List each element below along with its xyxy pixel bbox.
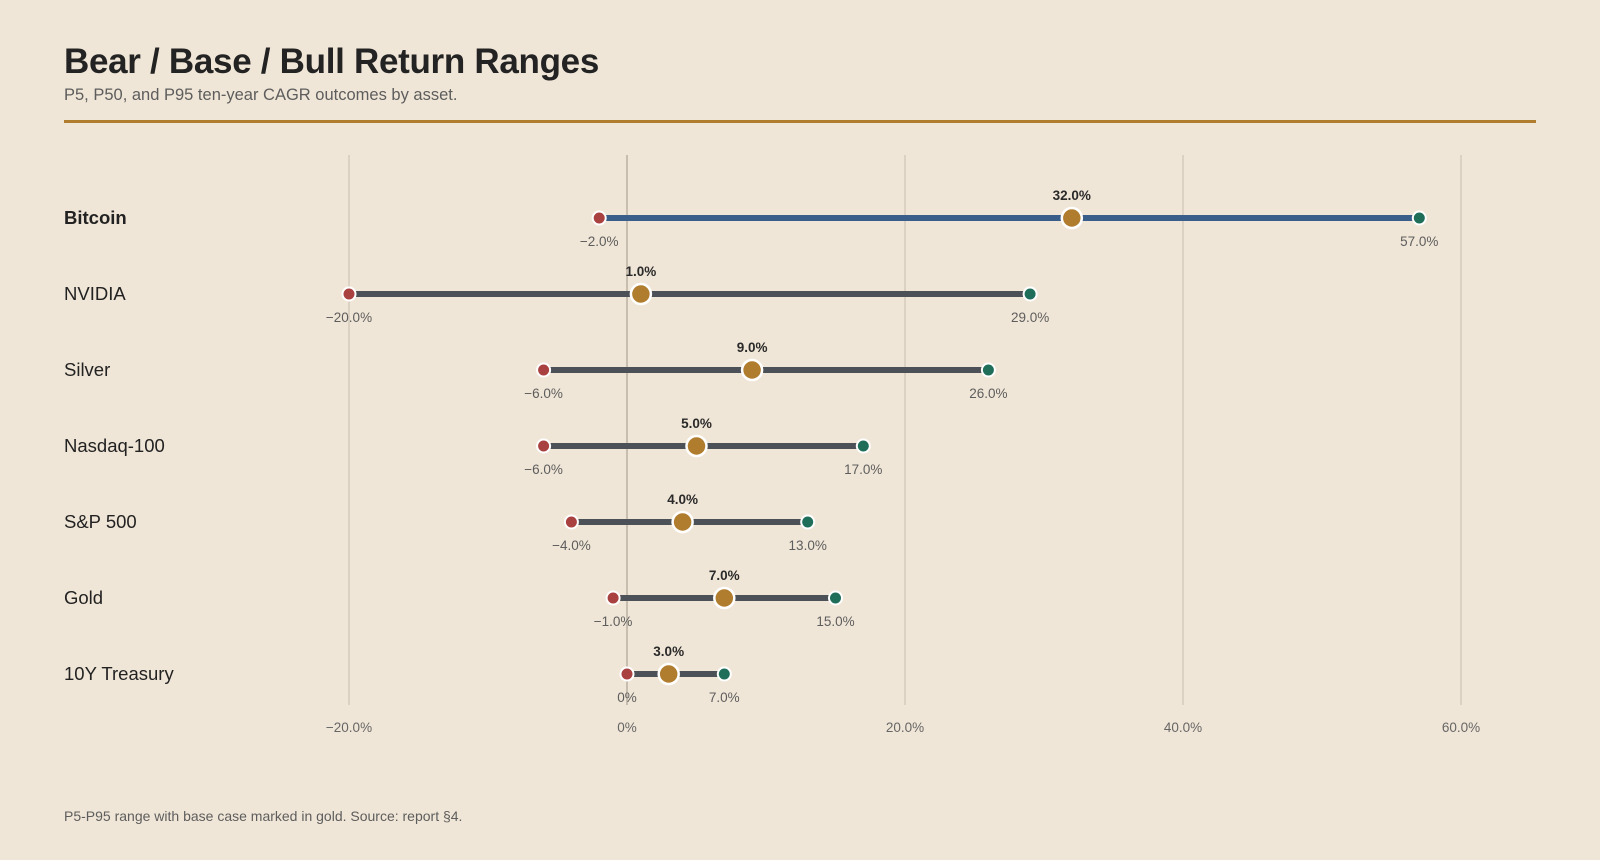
chart-row: NVIDIA 1.0% −20.0% 29.0%: [64, 264, 1049, 325]
p50-label: 9.0%: [737, 340, 768, 355]
p5-label: −20.0%: [326, 310, 372, 325]
p95-point: [1022, 286, 1038, 302]
p5-point: [536, 438, 552, 454]
p95-point: [980, 362, 996, 378]
header-divider: [64, 120, 1536, 123]
x-tick-label: 60.0%: [1442, 720, 1480, 735]
p50-point: [671, 510, 694, 534]
x-tick-label: −20.0%: [326, 720, 372, 735]
p95-label: 17.0%: [844, 462, 882, 477]
chart-row: Nasdaq-100 5.0% −6.0% 17.0%: [64, 416, 882, 477]
p50-label: 1.0%: [626, 264, 657, 279]
p95-label: 7.0%: [709, 690, 740, 705]
p95-point: [1411, 210, 1427, 226]
asset-label: Bitcoin: [64, 207, 127, 228]
p50-label: 32.0%: [1053, 188, 1091, 203]
gridlines: [348, 155, 1462, 705]
p95-point: [828, 590, 843, 606]
chart-rows: Bitcoin 32.0% −2.0% 57.0% NVIDIA 1.0% −20.0% 29…: [64, 188, 1438, 705]
page-title: Bear / Base / Bull Return Ranges: [64, 42, 600, 81]
x-tick-label: 40.0%: [1164, 720, 1202, 735]
p50-point: [685, 434, 708, 458]
p50-label: 7.0%: [709, 568, 740, 583]
p5-point: [536, 362, 552, 378]
p5-label: −4.0%: [552, 538, 591, 553]
p50-point: [629, 282, 653, 306]
p5-label: −1.0%: [594, 614, 633, 629]
p5-label: −6.0%: [524, 386, 563, 401]
p95-point: [716, 666, 732, 682]
p5-label: −2.0%: [580, 234, 619, 249]
x-tick-label: 0%: [617, 720, 637, 735]
asset-label: Gold: [64, 587, 103, 608]
p95-label: 13.0%: [789, 538, 827, 553]
p5-point: [605, 590, 621, 606]
asset-label: S&P 500: [64, 511, 137, 532]
footnote: P5-P95 range with base case marked in go…: [64, 808, 463, 824]
chart-row: Gold 7.0% −1.0% 15.0%: [64, 568, 855, 629]
p95-point: [855, 438, 871, 454]
p50-point: [713, 586, 736, 610]
asset-label: NVIDIA: [64, 283, 126, 304]
p5-label: 0%: [617, 690, 637, 705]
p50-point: [1060, 206, 1084, 230]
p5-point: [563, 514, 579, 530]
p5-point: [591, 210, 607, 226]
x-tick-label: 20.0%: [886, 720, 924, 735]
p50-label: 3.0%: [653, 644, 684, 659]
asset-label: Nasdaq-100: [64, 435, 165, 456]
chart-header: Bear / Base / Bull Return Ranges P5, P50…: [64, 40, 1536, 105]
p5-label: −6.0%: [524, 462, 563, 477]
chart-row: Silver 9.0% −6.0% 26.0%: [64, 340, 1008, 401]
chart-row: Bitcoin 32.0% −2.0% 57.0%: [64, 188, 1438, 249]
p5-point: [341, 286, 357, 302]
p95-label: 26.0%: [969, 386, 1007, 401]
p5-point: [619, 666, 635, 682]
asset-label: Silver: [64, 359, 110, 380]
asset-label: 10Y Treasury: [64, 663, 174, 684]
p50-label: 5.0%: [681, 416, 712, 431]
p50-point: [740, 358, 764, 382]
chart-row: 10Y Treasury 3.0% 0% 7.0%: [64, 644, 740, 705]
p50-point: [657, 662, 680, 686]
page-subtitle: P5, P50, and P95 ten-year CAGR outcomes …: [64, 86, 458, 104]
p95-point: [800, 514, 816, 530]
p50-label: 4.0%: [667, 492, 698, 507]
x-axis-ticks: −20.0% 0% 20.0% 40.0% 60.0%: [326, 720, 1480, 735]
p95-label: 29.0%: [1011, 310, 1049, 325]
p95-label: 15.0%: [816, 614, 854, 629]
chart-row: S&P 500 4.0% −4.0% 13.0%: [64, 492, 827, 553]
dumbbell-chart: −20.0% 0% 20.0% 40.0% 60.0% Bitcoin 32.0% −2.0…: [64, 155, 1480, 735]
p95-label: 57.0%: [1400, 234, 1438, 249]
